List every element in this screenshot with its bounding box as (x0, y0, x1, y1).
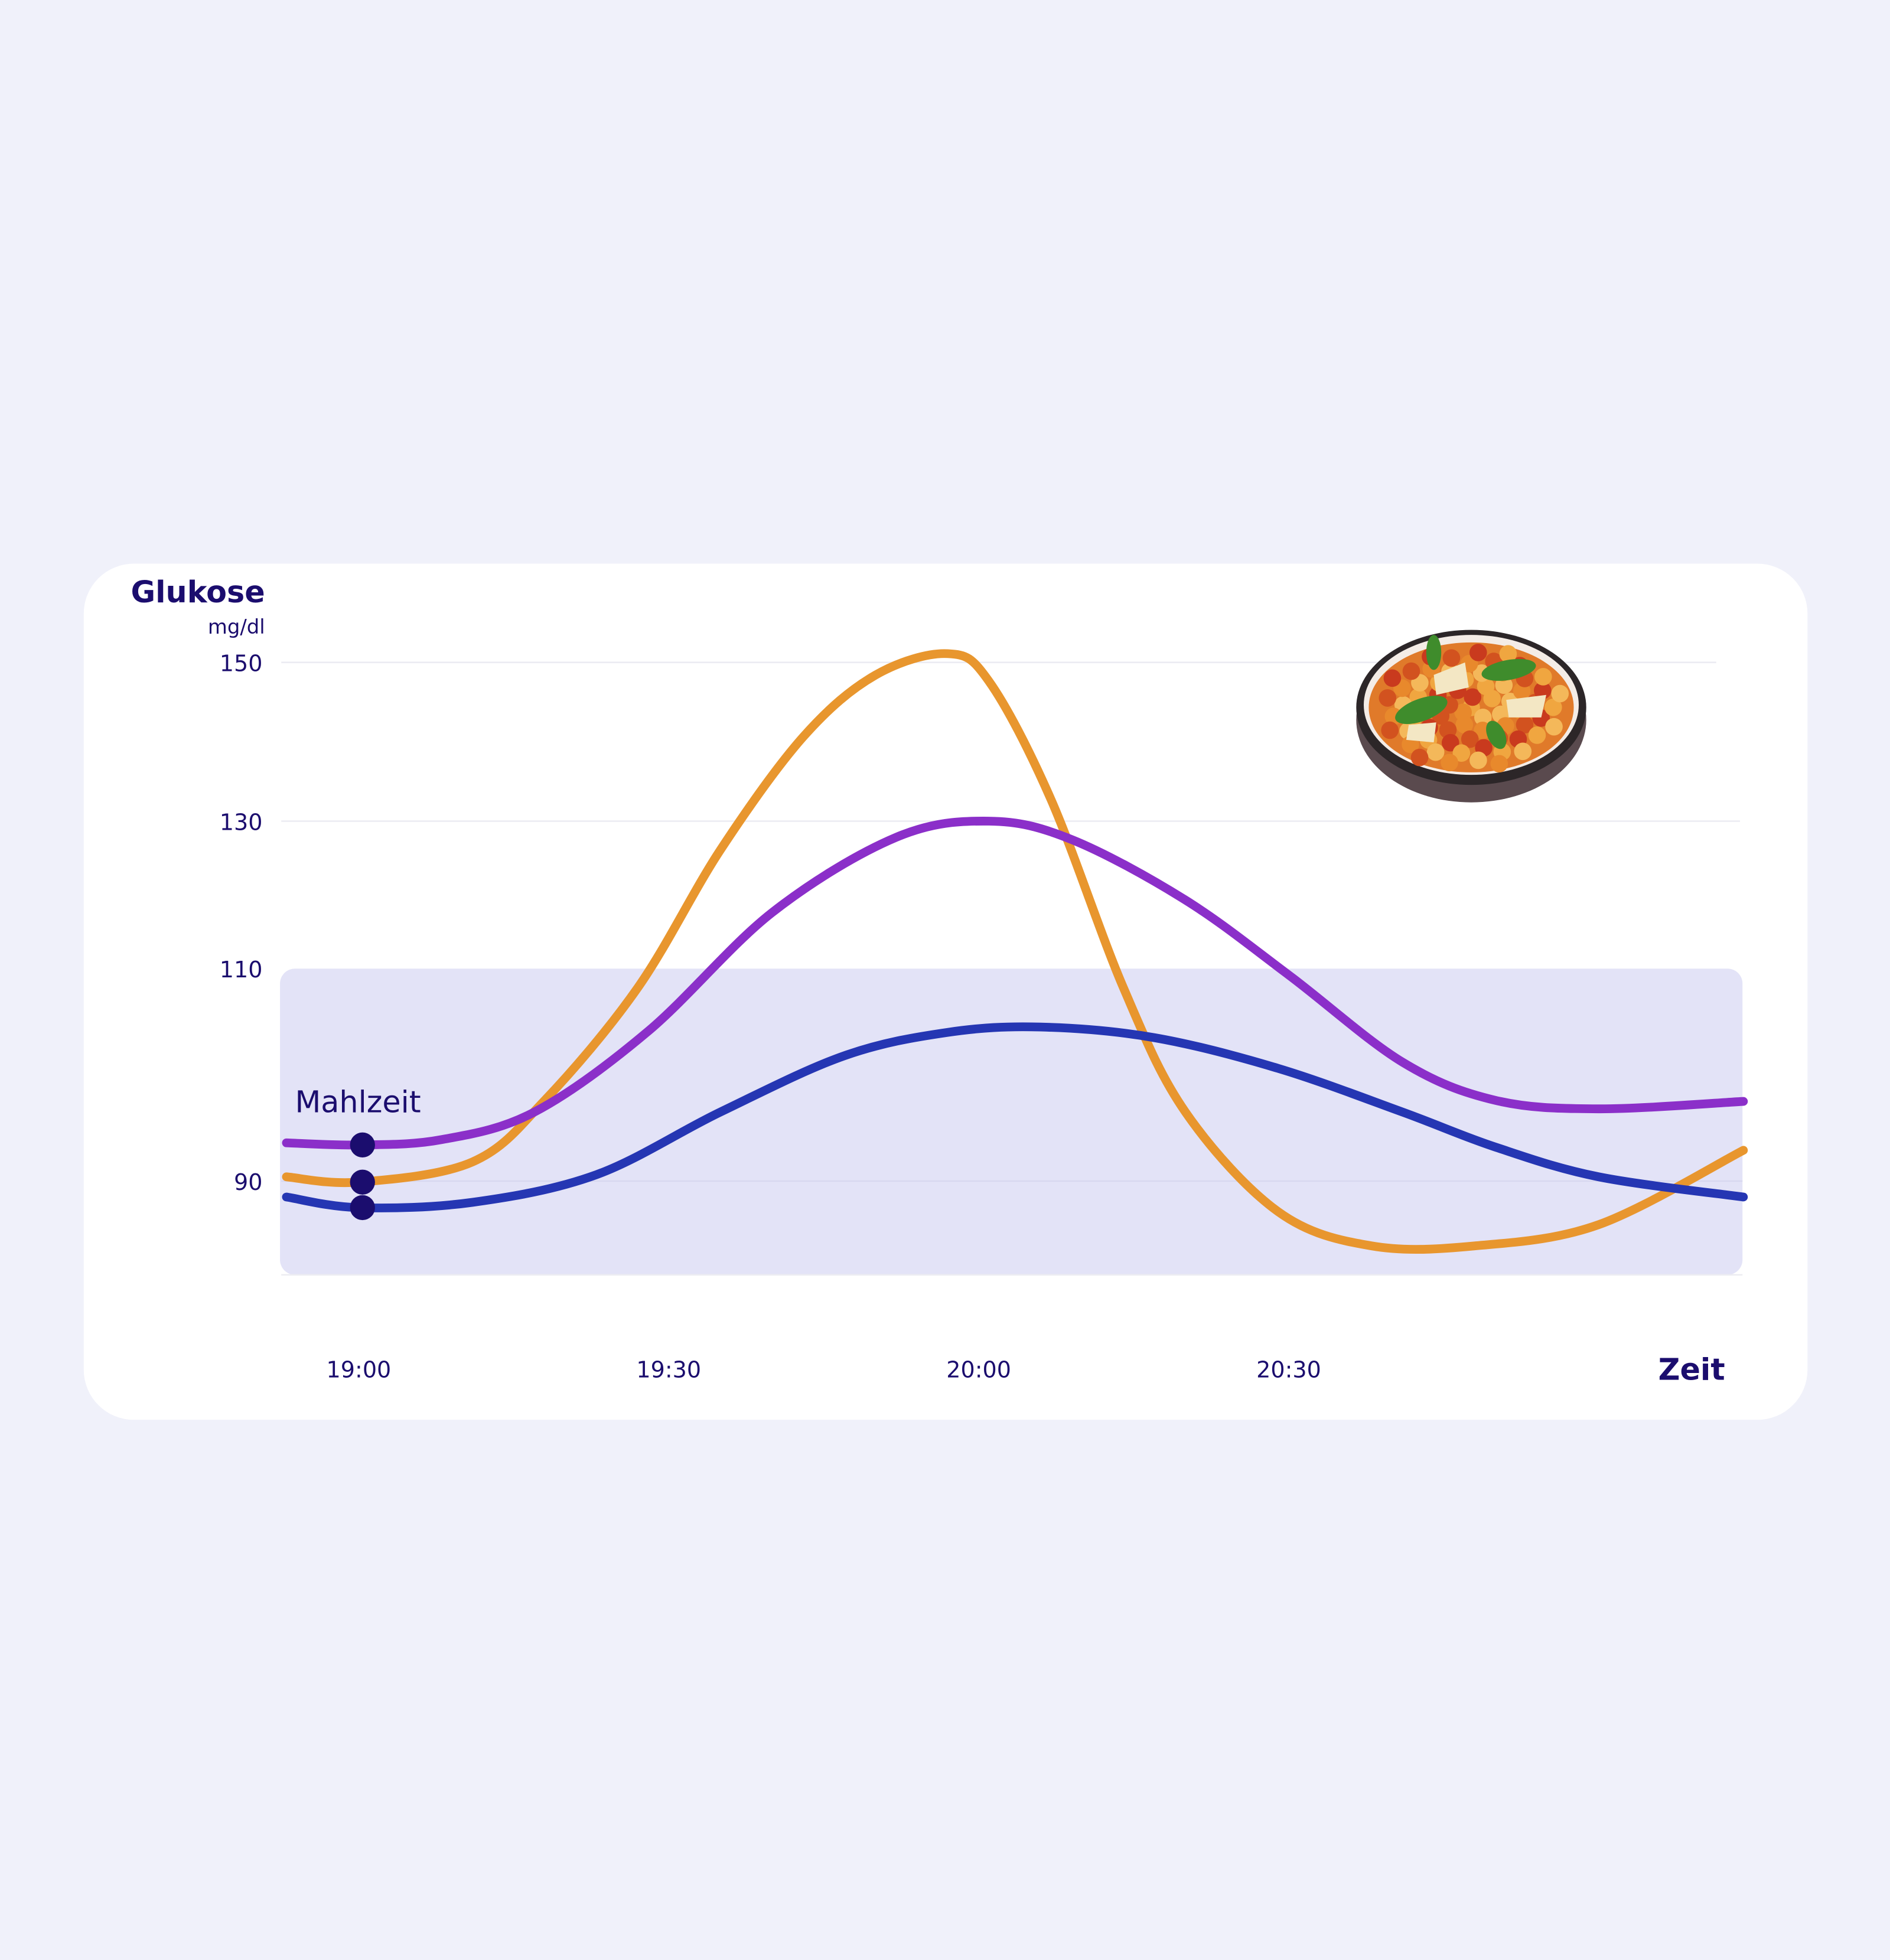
pasta-piece (1410, 748, 1429, 767)
target-range-band (280, 968, 1743, 1275)
pasta-piece (1514, 742, 1532, 761)
y-tick-label: 110 (220, 957, 263, 983)
meal-marker-0 (350, 1169, 375, 1195)
pasta-piece (1426, 743, 1445, 761)
pasta-piece (1499, 645, 1517, 663)
pasta-piece (1455, 716, 1474, 733)
pasta-piece (1441, 754, 1458, 772)
pasta-piece (1461, 730, 1479, 748)
series-line-0 (282, 649, 1748, 1254)
pasta-piece (1469, 644, 1487, 661)
meal-annotation-label: Mahlzeit (295, 1085, 421, 1120)
pasta-piece (1441, 733, 1459, 752)
pasta-bowl-image (1356, 630, 1586, 803)
x-tick-label: 19:30 (636, 1356, 701, 1382)
pasta-piece (1452, 744, 1471, 762)
pasta-piece (1379, 689, 1397, 707)
y-tick-label: 150 (220, 651, 263, 677)
pasta-piece (1545, 718, 1563, 736)
pasta-piece (1442, 649, 1461, 667)
x-tick-label: 19:00 (327, 1356, 392, 1382)
pasta-piece (1464, 688, 1482, 706)
pasta-piece (1533, 681, 1552, 700)
y-tick-label: 130 (220, 809, 263, 835)
pasta-piece (1544, 698, 1562, 716)
meal-marker-1 (350, 1132, 375, 1157)
x-axis-title: Zeit (1658, 1352, 1725, 1387)
x-tick-label: 20:00 (946, 1356, 1011, 1382)
pasta-piece (1534, 668, 1552, 686)
pasta-piece (1551, 684, 1569, 703)
pasta-piece (1381, 721, 1399, 739)
pasta-piece (1516, 716, 1534, 733)
pasta-piece (1383, 669, 1402, 687)
y-axis-unit: mg/dl (208, 615, 265, 638)
series-line-2 (282, 1022, 1748, 1212)
pasta-piece (1528, 726, 1546, 744)
series-line-1 (282, 816, 1748, 1150)
pasta-piece (1477, 677, 1495, 696)
pasta-piece (1469, 751, 1487, 769)
pasta-piece (1402, 662, 1420, 680)
meal-marker-2 (350, 1195, 375, 1221)
pasta-piece (1474, 709, 1492, 726)
x-tick-label: 20:30 (1256, 1356, 1321, 1382)
pasta-piece (1490, 755, 1508, 773)
y-axis-title: Glukose (131, 575, 265, 609)
y-tick-label: 90 (234, 1169, 262, 1195)
